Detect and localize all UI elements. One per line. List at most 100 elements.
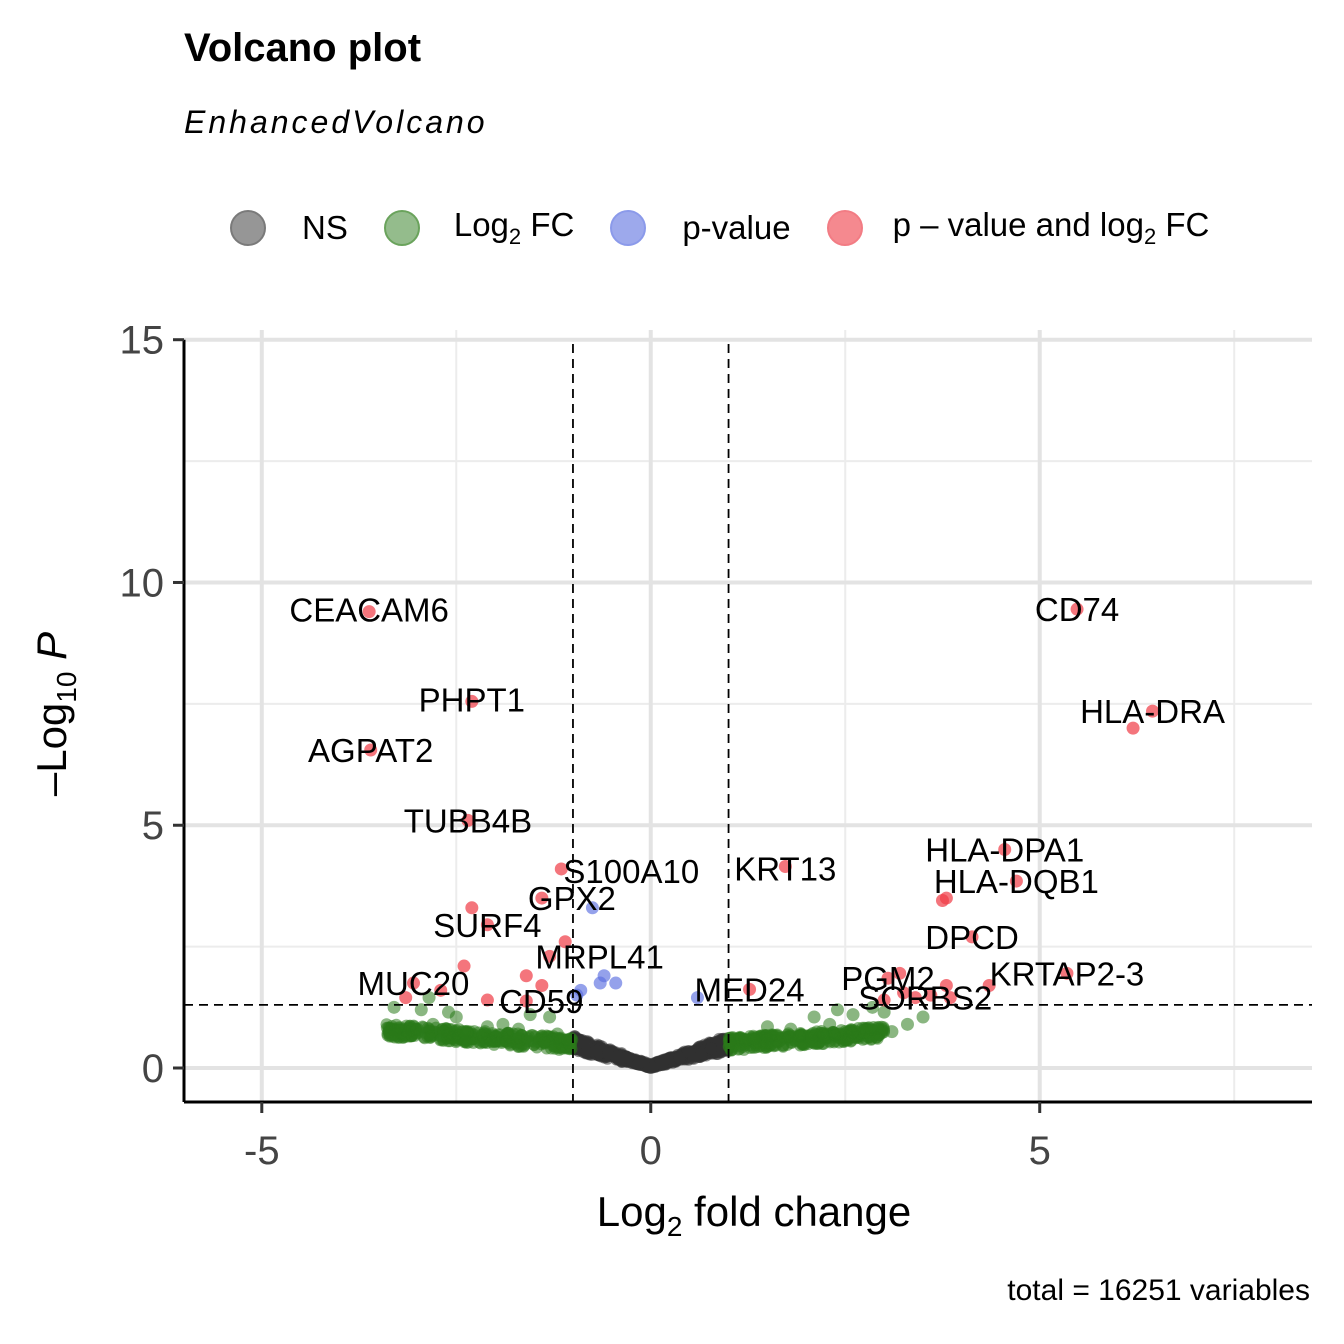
ns-point (673, 1051, 686, 1064)
fc-point (737, 1043, 750, 1056)
fc-point (877, 1005, 891, 1019)
gene-label-phpt1: PHPT1 (419, 681, 525, 718)
gene-label-muc20: MUC20 (358, 965, 470, 1002)
legend-label-log2fc-main: Log (453, 206, 509, 243)
sig-point (465, 901, 479, 915)
gene-label-cd74: CD74 (1035, 591, 1119, 628)
fc-point (496, 1017, 510, 1031)
fc-point (760, 1020, 774, 1034)
ns-point (713, 1032, 726, 1045)
fc-point (410, 1022, 424, 1036)
fc-point (422, 991, 436, 1005)
legend-item-log2fc: Log2 FC (383, 206, 574, 250)
ns-point-cloud (380, 1018, 891, 1074)
legend-swatch-pvalue-and-fc (826, 210, 863, 246)
fc-point (846, 1008, 860, 1022)
sig-point-ceacam6 (362, 605, 376, 619)
fc-point (807, 1010, 821, 1024)
sig-point-cd74 (1070, 602, 1084, 616)
fc-point (784, 1033, 797, 1046)
sig-point-krt13 (778, 860, 792, 874)
sig-point (519, 969, 533, 983)
legend-label-pvalue: p-value (682, 209, 791, 246)
pvalue-point (609, 976, 623, 990)
sig-point-muc20 (406, 976, 420, 990)
chart-title: Volcano plot (184, 26, 422, 70)
fc-point (459, 1035, 472, 1048)
gene-label-s100a10: S100A10 (563, 853, 699, 890)
sig-point (399, 991, 413, 1005)
sig-point (939, 978, 953, 992)
fc-point (774, 1034, 787, 1047)
sig-point-gpx2 (535, 891, 549, 905)
gene-label-surf4: SURF4 (433, 907, 541, 944)
ns-point (621, 1051, 634, 1064)
fc-point (823, 1017, 837, 1031)
fc-point (805, 1032, 818, 1045)
legend-label-log2fc: Log2 FC (454, 206, 574, 250)
sig-point (893, 966, 907, 980)
sig-point (480, 993, 494, 1007)
sig-point-agpat2 (364, 743, 378, 757)
sig-point-surf4 (480, 918, 494, 932)
fc-point (784, 1022, 798, 1036)
sig-point (897, 986, 911, 1000)
ns-point (695, 1047, 708, 1060)
fc-point (885, 1025, 899, 1039)
axes: -5 0 5 0 5 10 15 Log2 fold change –Log10 P (28, 319, 1312, 1242)
sig-point-mrpl41 (543, 949, 557, 963)
gene-label-gpx2: GPX2 (528, 880, 616, 917)
x-tick-label: 5 (1029, 1129, 1051, 1173)
gene-label-hla-dpa1: HLA-DPA1 (925, 832, 1084, 869)
fc-point (512, 1040, 525, 1053)
sig-point-pgm2 (881, 971, 895, 985)
fc-point (441, 1005, 455, 1019)
legend-label-pvalue-and-fc-main: p – value and log (892, 206, 1144, 243)
sig-point-hla-dpa1 (998, 843, 1012, 857)
y-tick-label: 5 (142, 804, 164, 848)
gene-label-med24: MED24 (695, 971, 805, 1008)
x-axis-title: Log2 fold change (597, 1188, 912, 1242)
gene-label-tubb4b: TUBB4B (404, 802, 532, 839)
fc-point (386, 1030, 399, 1043)
fc-point (747, 1033, 760, 1046)
sig-point (457, 959, 471, 973)
fc-point (548, 1042, 561, 1055)
fc-point (480, 1020, 494, 1034)
fc-point (816, 1027, 829, 1040)
legend-label-log2fc-tail: FC (521, 206, 575, 243)
sig-point (1126, 721, 1140, 735)
fc-point (916, 1010, 930, 1024)
ns-point (602, 1047, 615, 1060)
fc-point (830, 1003, 844, 1017)
sig-point (935, 894, 949, 908)
sig-point-s100a10 (554, 862, 568, 876)
legend-label-ns: NS (302, 209, 348, 246)
y-tick-label: 10 (120, 561, 165, 605)
gene-label-ceacam6: CEACAM6 (289, 592, 449, 629)
cutoff-lines (184, 344, 1312, 1102)
gene-label-sorbs2: SORBS2 (858, 980, 992, 1017)
fc-point (485, 1035, 498, 1048)
legend-swatch-pvalue (610, 210, 647, 246)
x-tick-label: -5 (244, 1129, 280, 1173)
fc-point (426, 1017, 440, 1031)
pvalue-point (690, 991, 704, 1005)
fc-point (543, 1010, 557, 1024)
grid (184, 330, 1312, 1102)
caption: total = 16251 variables (1007, 1274, 1310, 1307)
fc-point (457, 1025, 471, 1039)
fc-point (440, 1029, 453, 1042)
fc-point (387, 1000, 401, 1014)
sig-point-dpcd (965, 930, 979, 944)
gene-label-hla-dqb1: HLA-DQB1 (934, 863, 1099, 900)
legend-label-pvalue-and-fc-tail: FC (1156, 206, 1210, 243)
y-tick-label: 15 (120, 319, 165, 363)
ns-point (705, 1042, 718, 1055)
sig-point (434, 983, 448, 997)
points (362, 602, 1160, 1041)
gene-label-mrpl41: MRPL41 (535, 938, 663, 975)
sig-point-hla-dra (1146, 704, 1160, 718)
sig-point-med24 (743, 982, 757, 996)
